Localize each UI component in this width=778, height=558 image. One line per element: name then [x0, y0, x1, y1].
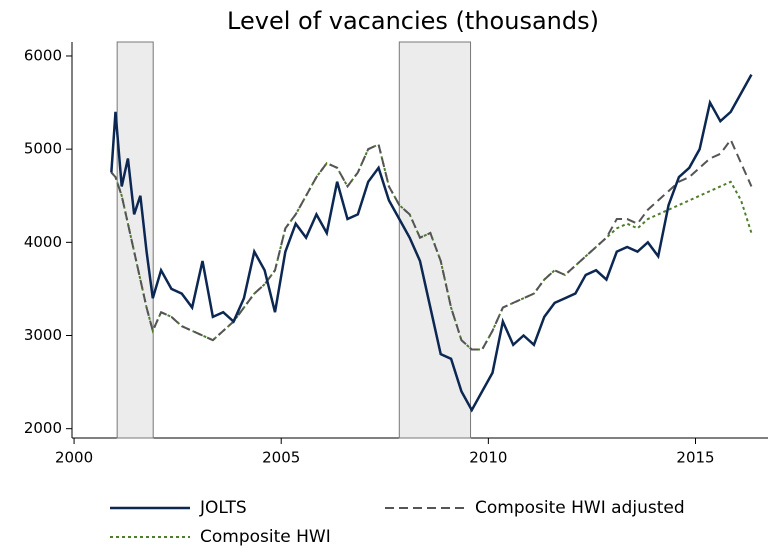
legend-label: JOLTS	[199, 498, 247, 518]
legend-label: Composite HWI	[200, 527, 331, 547]
y-tick-label: 5000	[24, 140, 62, 158]
y-tick-label: 4000	[24, 233, 62, 251]
y-tick-label: 3000	[24, 326, 62, 344]
legend-label: Composite HWI adjusted	[475, 498, 685, 518]
x-tick-label: 2015	[676, 449, 714, 467]
y-tick-label: 2000	[24, 419, 62, 437]
chart-title: Level of vacancies (thousands)	[227, 7, 599, 35]
x-tick-label: 2000	[55, 449, 93, 467]
series-line	[110, 74, 753, 413]
x-tick-label: 2005	[262, 449, 300, 467]
series-line	[110, 137, 753, 351]
x-tick-label: 2010	[469, 449, 507, 467]
recession-band	[116, 41, 154, 439]
y-tick-label: 6000	[24, 46, 62, 64]
